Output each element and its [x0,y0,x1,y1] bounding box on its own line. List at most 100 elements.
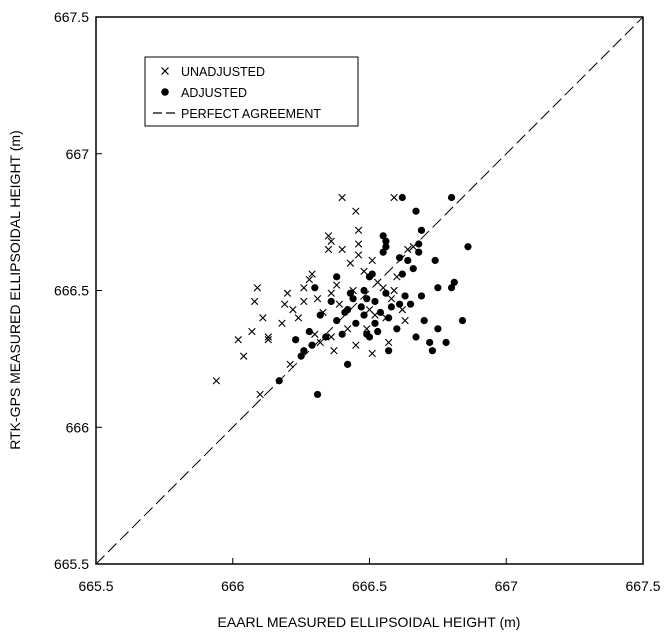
legend-label-adjusted: ADJUSTED [181,86,247,100]
unadjusted-point [404,245,412,254]
x-tick-label: 667.5 [625,578,660,594]
x-tick-label: 665.5 [78,578,113,594]
adjusted-point [344,306,352,314]
adjusted-point [447,284,456,292]
adjusted-point [458,316,467,325]
adjusted-point [349,295,357,303]
unadjusted-point [327,289,335,297]
adjusted-point [360,311,368,319]
adjusted-point [398,270,406,278]
adjusted-point [395,300,404,308]
unadjusted-point [352,341,360,349]
adjusted-point [406,300,415,308]
adjusted-point [387,303,395,311]
adjusted-point [352,319,360,327]
adjusted-point [382,237,390,245]
y-tick-label: 667 [66,146,90,162]
unadjusted-point [343,325,352,333]
adjusted-point [426,338,434,347]
adjusted-point [382,289,390,297]
adjusted-point [363,295,371,303]
adjusted-point [434,284,442,292]
adjusted-point [385,314,393,322]
unadjusted-point [354,251,363,259]
adjusted-point [371,297,379,306]
unadjusted-point [368,349,376,358]
unadjusted-point [248,327,256,336]
adjusted-point [305,327,313,336]
y-tick-label: 666.5 [54,283,89,299]
adjusted-point [292,336,300,344]
unadjusted-point [401,316,409,325]
unadjusted-point [330,346,338,355]
unadjusted-point [294,314,303,322]
adjusted-point [417,226,426,234]
adjusted-point [275,377,283,385]
adjusted-point [434,325,442,333]
x-axis-title: EAARL MEASURED ELLIPSOIDAL HEIGHT (m) [218,614,521,630]
perfect-agreement-line [95,16,644,565]
tick-marks-layer [95,16,644,565]
adjusted-point [379,248,387,256]
legend-marker-adjusted [161,88,169,96]
adjusted-point [404,256,412,265]
unadjusted-point [234,336,242,344]
unadjusted-point [281,300,289,308]
adjusted-point [338,330,346,338]
adjusted-point [346,289,354,297]
adjusted-point [376,308,385,316]
y-tick-label: 665.5 [54,556,89,572]
unadjusted-point [250,297,259,306]
unadjusted-point [324,232,333,240]
adjusted-point [447,193,456,202]
adjusted-point [417,292,426,300]
adjusted-point [393,325,401,333]
unadjusted-point [327,333,335,341]
x-tick-labels: 665.5 666 666.5 667 667.5 [78,578,660,594]
unadjusted-point [352,207,360,215]
unadjusted-point [289,305,297,314]
adjusted-point [357,303,365,311]
adjusted-point [401,292,409,300]
adjusted-point [442,338,450,347]
unadjusted-point [390,286,398,295]
unadjusted-point [384,338,393,347]
unadjusted-point [332,281,341,289]
adjusted-point [420,316,428,325]
adjusted-point [415,248,423,256]
unadjusted-point [259,314,267,322]
unadjusted-point [387,295,396,303]
adjusted-point [431,256,439,265]
adjusted-point [297,352,305,360]
legend-label-perfect-agreement: PERFECT AGREEMENT [181,107,321,121]
series-unadjusted [212,193,417,399]
adjusted-point [382,243,390,251]
unadjusted-point [256,390,264,399]
adjusted-point [333,273,341,281]
adjusted-point [385,347,393,355]
unadjusted-point [335,300,344,308]
unadjusted-point [240,352,248,360]
legend-marker-unadjusted [161,67,169,75]
adjusted-point [316,311,324,319]
unadjusted-point [354,226,363,235]
data-points-layer [212,193,472,399]
unadjusted-point [368,256,376,265]
adjusted-point [365,333,374,341]
unadjusted-point [363,325,371,333]
adjusted-point [415,240,423,248]
unadjusted-point [286,360,294,369]
unadjusted-point [264,333,272,341]
unadjusted-point [327,237,335,245]
adjusted-point [428,347,437,355]
legend-box [144,56,359,127]
x-tick-label: 667 [495,578,519,594]
unadjusted-point [278,319,286,328]
adjusted-point [360,286,368,295]
adjusted-point [368,270,376,278]
adjusted-point [398,193,406,202]
unadjusted-point [300,297,308,306]
unadjusted-point [346,259,355,267]
legend: UNADJUSTED ADJUSTED PERFECT AGREEMENT [144,56,359,127]
unadjusted-point [324,245,333,254]
